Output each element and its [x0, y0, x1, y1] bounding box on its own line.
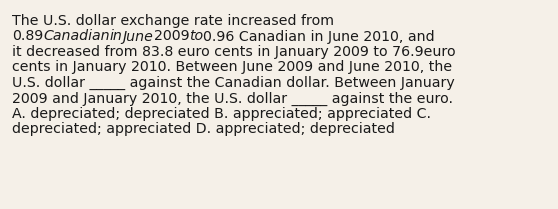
Text: Canadian: Canadian: [44, 29, 110, 43]
Text: 0.89: 0.89: [12, 29, 44, 43]
Text: A. depreciated; depreciated B. appreciated; appreciated C.: A. depreciated; depreciated B. appreciat…: [12, 107, 431, 121]
Text: 0.96 Canadian in June 2010, and: 0.96 Canadian in June 2010, and: [203, 29, 435, 43]
Text: June: June: [123, 29, 153, 43]
Text: in: in: [110, 29, 123, 43]
Text: 2009 and January 2010, the U.S. dollar _____ against the euro.: 2009 and January 2010, the U.S. dollar _…: [12, 92, 453, 106]
Text: it decreased from 83.8 euro cents in January 2009 to 76.9euro: it decreased from 83.8 euro cents in Jan…: [12, 45, 456, 59]
Text: depreciated; appreciated D. appreciated; depreciated: depreciated; appreciated D. appreciated;…: [12, 122, 395, 136]
Text: U.S. dollar _____ against the Canadian dollar. Between January: U.S. dollar _____ against the Canadian d…: [12, 76, 455, 90]
Text: cents in January 2010. Between June 2009 and June 2010, the: cents in January 2010. Between June 2009…: [12, 60, 452, 74]
Text: 2009: 2009: [153, 29, 189, 43]
Text: The U.S. dollar exchange rate increased from: The U.S. dollar exchange rate increased …: [12, 14, 334, 28]
Text: to: to: [189, 29, 203, 43]
